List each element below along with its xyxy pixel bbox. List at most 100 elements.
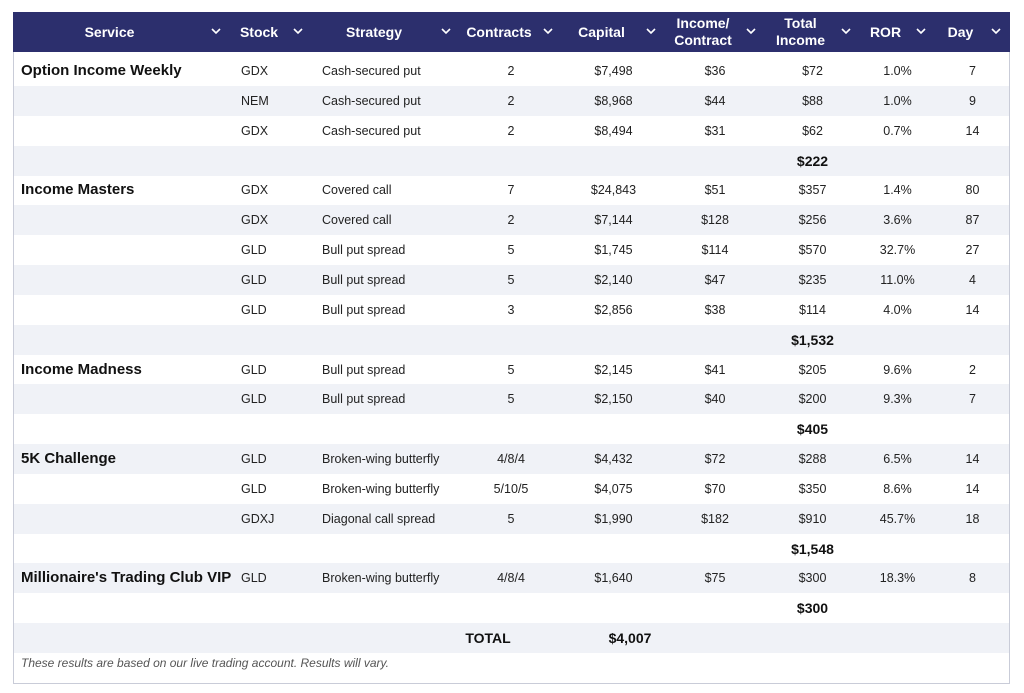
cell-value: 14 (965, 452, 980, 467)
cell-value: $205 (798, 362, 827, 377)
cell-value: $200 (798, 392, 827, 407)
cell-value: 45.7% (879, 511, 916, 526)
cell-value: 18.3% (879, 571, 916, 586)
service-name: Income Madness (21, 360, 142, 378)
cell-value: 27 (965, 243, 980, 258)
column-header[interactable]: Service (13, 12, 206, 52)
table-row: GLD Bull put spread 5 $1,745 $114 $570 32.7% 27 (14, 235, 1009, 265)
column-header[interactable]: Day (935, 12, 986, 52)
sort-icon[interactable] (543, 27, 553, 35)
cell-value: 14 (965, 481, 980, 496)
cell-text: GLD (241, 243, 267, 258)
cell-value: 1.0% (883, 93, 912, 108)
sort-icon[interactable] (841, 27, 851, 35)
subtotal: $1,532 (791, 331, 834, 348)
cell-value: $36 (704, 64, 726, 78)
cell-value: $300 (798, 571, 827, 586)
cell-value: 87 (965, 213, 980, 228)
cell-text: Bull put spread (322, 302, 406, 317)
cell-value: $44 (704, 93, 726, 108)
table-body (13, 52, 1010, 684)
sort-icon[interactable] (916, 27, 926, 35)
column-header[interactable]: Strategy (312, 12, 436, 52)
sort-icon[interactable] (293, 27, 303, 35)
cell-value: $2,145 (594, 362, 633, 377)
cell-value: 3 (507, 302, 515, 317)
cell-text: Bull put spread (322, 392, 406, 407)
cell-text: Broken-wing butterfly (322, 452, 440, 467)
table-row: TOTAL $4,007 (14, 623, 1009, 654)
header-line: Strategy (345, 23, 403, 40)
table-row: GLD Broken-wing butterfly 5/10/5 $4,075 $70 $… (14, 474, 1009, 504)
cell-value: $1,990 (594, 511, 633, 526)
table-row: Income Masters GDX Covered call 7 $24,843 $51… (14, 175, 1009, 205)
cell-value: $24,843 (590, 183, 637, 198)
cell-value: 2 (507, 123, 515, 138)
cell-value: $182 (701, 511, 729, 526)
cell-text: GLD (241, 452, 267, 467)
cell-text: GDXJ (241, 511, 275, 526)
cell-value: $31 (704, 123, 726, 138)
cell-value: 9.3% (883, 392, 912, 407)
table-row: GLD Bull put spread 3 $2,856 $38 $114 4.0% 14 (14, 295, 1009, 325)
sort-icon[interactable] (646, 27, 656, 35)
cell-text: Covered call (322, 213, 392, 228)
cell-value: $72 (704, 452, 726, 467)
cell-value: 5 (507, 243, 515, 258)
subtotal: $222 (796, 152, 829, 169)
cell-value: $8,968 (594, 93, 633, 108)
table-row: $405 (14, 414, 1009, 444)
cell-text: NEM (241, 93, 269, 108)
cell-value: $88 (802, 93, 823, 108)
cell-text: Bull put spread (322, 362, 406, 377)
cell-value: 7 (969, 392, 976, 407)
header-line: Income/ (676, 15, 730, 31)
cell-value: $2,140 (594, 272, 633, 287)
table-row: $1,532 (14, 324, 1009, 355)
column-header[interactable]: Stock (230, 12, 288, 52)
cell-value: $235 (798, 272, 827, 287)
subtotal: $300 (796, 600, 829, 617)
cell-text: Cash-secured put (322, 64, 421, 78)
cell-value: $38 (704, 302, 726, 317)
subtotal: $1,548 (791, 540, 834, 557)
sort-icon[interactable] (991, 27, 1001, 35)
header-line: Service (84, 23, 135, 40)
cell-value: $70 (704, 481, 726, 496)
sort-icon[interactable] (211, 27, 221, 35)
cell-value: 8 (969, 571, 976, 586)
footnote: These results are based on our live trad… (21, 656, 389, 670)
cell-value: 5 (507, 272, 515, 287)
column-header[interactable]: Income/Contract (665, 12, 741, 52)
header-line: Contract (674, 32, 732, 48)
cell-value: $8,494 (594, 123, 633, 138)
cell-value: $114 (701, 243, 729, 258)
cell-value: $288 (798, 452, 827, 467)
cell-value: 4/8/4 (497, 452, 525, 467)
cell-text: GLD (241, 571, 267, 586)
cell-text: Cash-secured put (322, 123, 421, 138)
cell-value: $256 (798, 213, 827, 228)
cell-value: 5 (507, 511, 515, 526)
cell-value: $40 (704, 392, 726, 407)
cell-value: 2 (969, 362, 976, 377)
sort-icon[interactable] (746, 27, 756, 35)
sort-icon[interactable] (441, 27, 451, 35)
cell-value: $41 (704, 362, 726, 377)
cell-value: $128 (701, 213, 729, 228)
cell-value: 3.6% (883, 213, 912, 228)
cell-value: $1,745 (594, 243, 633, 258)
cell-text: Bull put spread (322, 243, 406, 258)
column-header[interactable]: ROR (860, 12, 911, 52)
cell-value: 5 (507, 362, 515, 377)
cell-value: 7 (507, 183, 515, 198)
cell-text: Covered call (322, 183, 392, 198)
cell-value: 7 (969, 64, 976, 78)
column-header[interactable]: Capital (562, 12, 641, 52)
column-header[interactable]: Contracts (460, 12, 538, 52)
cell-value: $910 (798, 511, 827, 526)
column-header[interactable]: Total Income (765, 12, 836, 52)
cell-text: Broken-wing butterfly (322, 571, 440, 586)
cell-value: 2 (507, 93, 515, 108)
